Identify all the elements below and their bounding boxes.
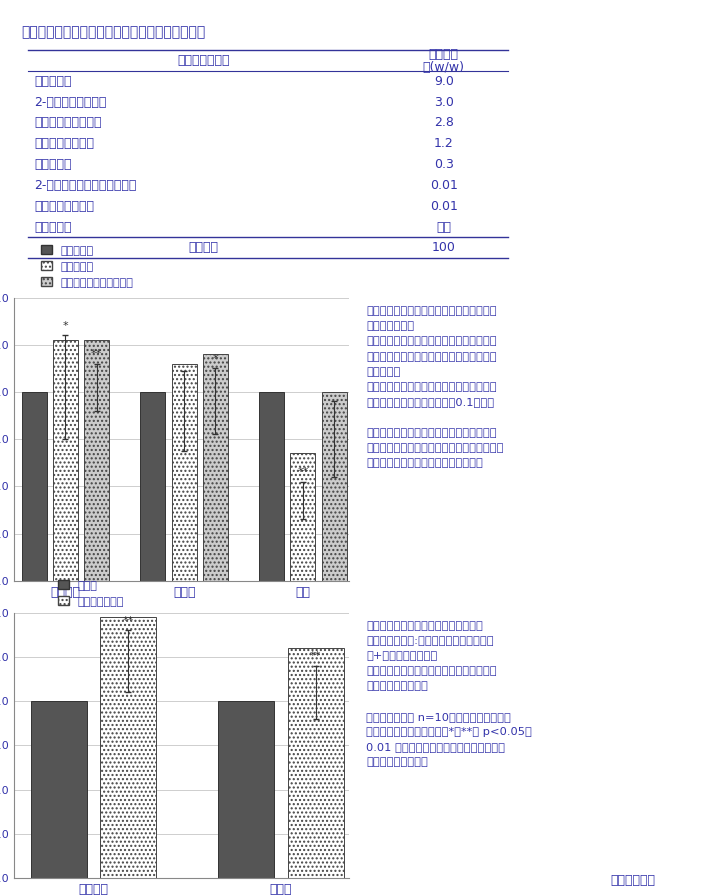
Bar	[22, 392, 47, 581]
Text: 3.0: 3.0	[434, 96, 454, 108]
Text: 2-メチルプロピオン酸エチル: 2-メチルプロピオン酸エチル	[35, 179, 137, 192]
Text: 酪酸エチル: 酪酸エチル	[35, 75, 72, 88]
Bar	[259, 392, 284, 581]
Text: **: **	[123, 616, 134, 626]
Bar	[288, 648, 343, 878]
Text: **: **	[310, 651, 321, 661]
Bar	[203, 354, 228, 581]
Text: チグリン酸エチル: チグリン酸エチル	[35, 200, 94, 212]
Text: 100: 100	[432, 241, 456, 254]
Bar	[219, 701, 274, 878]
Text: 2-メチル酪酸エチル: 2-メチル酪酸エチル	[35, 96, 106, 108]
Text: 0.01: 0.01	[430, 200, 458, 212]
Text: **: **	[298, 467, 309, 477]
Text: 配　合　成　分: 配 合 成 分	[178, 54, 230, 67]
Text: 表１　調合したエチルエステルフレーバーの組成: 表１ 調合したエチルエステルフレーバーの組成	[21, 25, 205, 39]
Bar	[140, 392, 166, 581]
Legend: みつ無し果, みつ入り果, みつ無し果＋フレーバー: みつ無し果, みつ入り果, みつ無し果＋フレーバー	[37, 241, 138, 292]
Text: プロピオン酸エチル: プロピオン酸エチル	[35, 116, 102, 130]
Text: ％(w/w): ％(w/w)	[423, 62, 465, 74]
Bar	[53, 340, 78, 581]
Text: 1.2: 1.2	[434, 137, 454, 151]
Bar	[171, 364, 197, 581]
Text: 配合比率: 配合比率	[429, 47, 459, 61]
Text: 残部: 残部	[436, 220, 451, 234]
Bar	[100, 617, 156, 878]
Bar	[31, 701, 87, 878]
Text: 酢酸エチル: 酢酸エチル	[35, 158, 72, 171]
Bar	[84, 340, 109, 581]
Text: 合　　計: 合 計	[189, 241, 219, 254]
Text: **: **	[91, 349, 102, 359]
Text: *: *	[63, 321, 68, 331]
Text: 図１　官能評価（ふじ混濁果汁）: 図１ 官能評価（ふじ混濁果汁）	[21, 626, 133, 639]
Text: 2.8: 2.8	[434, 116, 454, 130]
Bar	[290, 453, 315, 581]
Text: 0.01: 0.01	[430, 179, 458, 192]
Text: 無添加：市販アップルフレーバーのみ
フレーバー添加:市販アップルフレーバー
　+表１のフレーバー
無添加を４点とし、１点から７点の７段階
　尺度で強弱を評価

: 無添加：市販アップルフレーバーのみ フレーバー添加:市販アップルフレーバー +表…	[366, 621, 532, 767]
Text: *: *	[213, 354, 218, 364]
Bar	[321, 392, 347, 581]
Text: 9.0: 9.0	[434, 75, 454, 88]
Text: 0.3: 0.3	[434, 158, 454, 171]
Legend: 無添加, フレーバー添加: 無添加, フレーバー添加	[53, 575, 128, 611]
Text: エタノール: エタノール	[35, 220, 72, 234]
Text: ヘキサン酸エチル: ヘキサン酸エチル	[35, 137, 94, 151]
Text: （田中福代）: （田中福代）	[611, 874, 656, 887]
Text: みつ無し果：「ふじ」みつ無し果から調製
　した混濁果汁
みつ入り果：「ふじ」みつ無し果と同一生
　産者の「ふじ」みつ入り果から調製した
　混濁果汁
みつ無し果＋: みつ無し果：「ふじ」みつ無し果から調製 した混濁果汁 みつ入り果：「ふじ」みつ無…	[366, 306, 503, 468]
